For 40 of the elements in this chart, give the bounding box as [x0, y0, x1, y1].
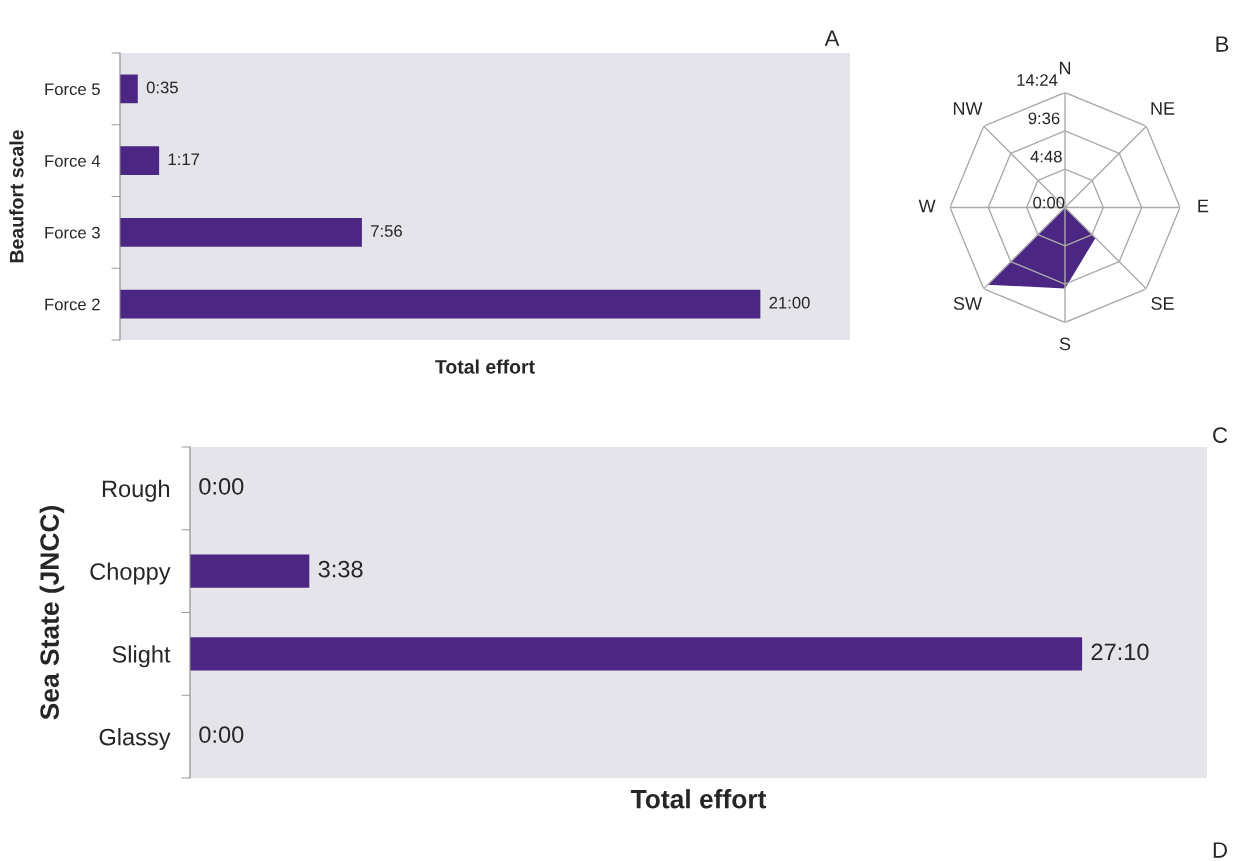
y-tick-label: 4:48	[1030, 150, 1062, 163]
spoke-label: NE	[1151, 102, 1175, 115]
spoke-label: NW	[953, 102, 983, 115]
data-label: 0:00	[199, 477, 244, 495]
spoke-label: W	[918, 199, 936, 213]
data-label: 7:56	[371, 225, 402, 237]
spoke-label: SE	[1151, 297, 1174, 310]
x-axis-title: Total effort	[435, 359, 535, 374]
data-label: 1:17	[168, 153, 200, 165]
x-axis-title: Total effort	[630, 789, 767, 809]
y-tick-label: 0:00	[1033, 196, 1065, 209]
y-tick-label: 9:36	[1028, 112, 1060, 125]
y-tick-label: Rough	[102, 479, 170, 502]
spoke-label: S	[1059, 337, 1071, 351]
bar	[120, 218, 362, 247]
text: A	[824, 30, 840, 46]
text: D	[1213, 842, 1227, 858]
text: C	[1213, 427, 1228, 443]
y-tick-label: Choppy	[90, 562, 171, 585]
spoke-label: N	[1059, 61, 1071, 75]
data-label: 21:00	[769, 296, 810, 309]
bar	[120, 74, 138, 104]
bar	[120, 146, 160, 175]
y-tick-label: Slight	[112, 645, 171, 668]
bar	[120, 289, 761, 319]
data-label: 3:38	[318, 560, 363, 578]
data-label: 27:10	[1091, 643, 1149, 661]
y-axis-title: Sea State (JNCC)	[39, 506, 65, 720]
data-label: 0:00	[199, 726, 244, 743]
data-label: 0:35	[146, 81, 178, 94]
y-tick-label: Force 3	[45, 226, 100, 239]
y-axis-title: Beaufort scale	[9, 130, 24, 263]
spoke-label: SW	[953, 297, 982, 310]
y-tick-label: Force 5	[45, 83, 100, 96]
y-tick-label: Glassy	[99, 728, 171, 751]
y-tick-label: 14:24	[1017, 74, 1058, 86]
y-tick-label: Force 2	[45, 298, 100, 311]
y-tick-label: Force 4	[45, 155, 101, 167]
spoke-label: E	[1198, 199, 1209, 213]
text: B	[1216, 36, 1229, 52]
